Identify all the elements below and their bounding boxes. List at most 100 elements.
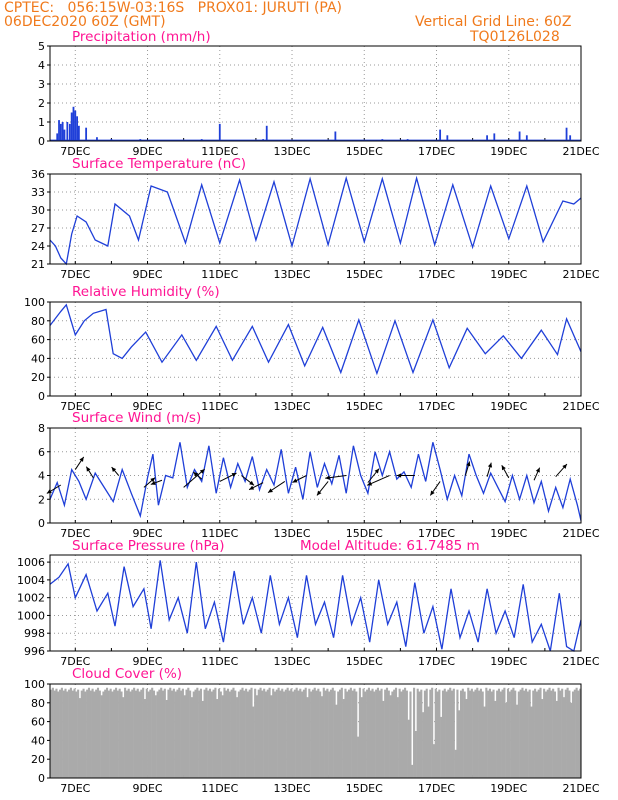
cloud-bar	[171, 690, 174, 778]
y-tick-label: 33	[31, 186, 45, 199]
cloud-bar	[273, 691, 277, 778]
cloud-bar	[268, 687, 271, 778]
y-tick-label: 80	[31, 697, 45, 710]
wind-vector-head	[111, 467, 117, 472]
cloud-bar	[440, 716, 443, 778]
x-tick-label: 11DEC	[201, 400, 238, 413]
cloud-bar	[467, 687, 470, 778]
precip-bar	[66, 122, 69, 141]
panel-frame	[49, 45, 582, 142]
cloud-bar	[254, 688, 257, 778]
y-tick-label: 40	[31, 734, 45, 747]
cloud-bar	[192, 691, 195, 778]
panel-annotation-press: Model Altitude: 61.7485 m	[300, 538, 480, 554]
cloud-bar	[469, 690, 472, 778]
y-tick-label: 24	[31, 240, 45, 253]
cloud-bar	[534, 688, 537, 778]
cloud-bar	[335, 704, 338, 778]
precip-bar	[56, 133, 59, 141]
cloud-bar	[364, 691, 367, 778]
cloud-bar	[239, 689, 242, 778]
cloud-bar	[333, 690, 336, 778]
precip-bar	[68, 123, 71, 141]
cloud-bar	[553, 691, 557, 778]
cloud-bar	[452, 688, 455, 778]
cloud-bar	[187, 687, 190, 778]
cloud-bar	[60, 687, 63, 778]
cloud-bar	[537, 689, 540, 778]
cloud-bar	[543, 688, 546, 778]
cloud-bar	[55, 688, 58, 778]
wind-vector-head	[292, 478, 298, 483]
cloud-bar	[172, 688, 175, 778]
cloud-bar	[546, 689, 549, 778]
cloud-bar	[358, 687, 361, 778]
cloud-bar	[308, 688, 311, 778]
cloud-bar	[371, 688, 374, 778]
cloud-bar	[221, 695, 224, 778]
cloud-bar	[275, 689, 278, 778]
y-tick-label: 0	[38, 390, 45, 403]
cloud-bar	[340, 687, 343, 778]
cloud-bar	[277, 687, 280, 778]
precip-bar	[439, 129, 442, 141]
cloud-bar	[230, 689, 233, 778]
x-tick-label: 21DEC	[562, 655, 599, 668]
x-tick-label: 17DEC	[418, 145, 455, 158]
cloud-bar	[414, 731, 417, 778]
y-tick-label: 1000	[17, 609, 45, 622]
cloud-bar	[158, 689, 161, 778]
cloud-bar	[432, 744, 436, 778]
cloud-bar	[225, 690, 228, 778]
cloud-bar	[181, 688, 184, 778]
cloud-bar	[539, 687, 542, 778]
series-line-rh	[49, 303, 582, 376]
y-tick-label: 36	[31, 168, 45, 181]
cloud-bar	[140, 689, 143, 778]
cloud-bar	[550, 690, 553, 778]
cloud-bar	[378, 690, 381, 778]
x-tick-label: 17DEC	[418, 268, 455, 281]
cloud-bar	[425, 688, 428, 778]
cloud-bar	[320, 696, 324, 778]
cloud-bar	[257, 689, 260, 778]
cloud-bar	[479, 688, 482, 778]
cloud-bar	[429, 689, 432, 778]
x-tick-label: 7DEC	[60, 400, 90, 413]
cloud-bar	[508, 691, 511, 778]
cloud-bar	[322, 687, 325, 778]
x-tick-label: 13DEC	[273, 782, 310, 795]
y-tick-label: 2	[38, 493, 45, 506]
wind-vector-head	[396, 473, 402, 478]
cloud-bar	[413, 687, 416, 778]
cloud-bar	[463, 691, 466, 778]
cloud-bar	[503, 687, 506, 778]
cloud-bar	[142, 687, 145, 778]
cloud-bar	[111, 691, 114, 778]
cloud-bar	[50, 689, 53, 778]
cloud-bar	[199, 688, 203, 778]
y-tick-label: 0	[38, 135, 45, 148]
x-tick-label: 9DEC	[132, 782, 162, 795]
cloud-bar	[394, 687, 398, 778]
cloud-bar	[292, 691, 295, 778]
cloud-bar	[248, 689, 251, 778]
cloud-bar	[190, 697, 193, 778]
cloud-bar	[510, 689, 513, 778]
cloud-bar	[438, 689, 441, 778]
y-tick-label: 0	[38, 517, 45, 530]
cloud-bar	[313, 687, 316, 778]
cloud-bar	[326, 688, 329, 778]
x-tick-label: 15DEC	[346, 782, 383, 795]
panel-frame	[49, 301, 582, 397]
panel-frame	[49, 173, 582, 265]
cloud-bar	[100, 695, 103, 778]
cloud-bar	[185, 689, 188, 778]
cloud-bar	[272, 688, 275, 778]
cloud-bar	[264, 691, 268, 778]
cloud-bar	[561, 688, 564, 778]
cloud-bar	[136, 688, 139, 778]
cloud-bar	[293, 689, 296, 778]
x-tick-label: 13DEC	[273, 527, 310, 540]
cloud-bar	[454, 749, 457, 778]
